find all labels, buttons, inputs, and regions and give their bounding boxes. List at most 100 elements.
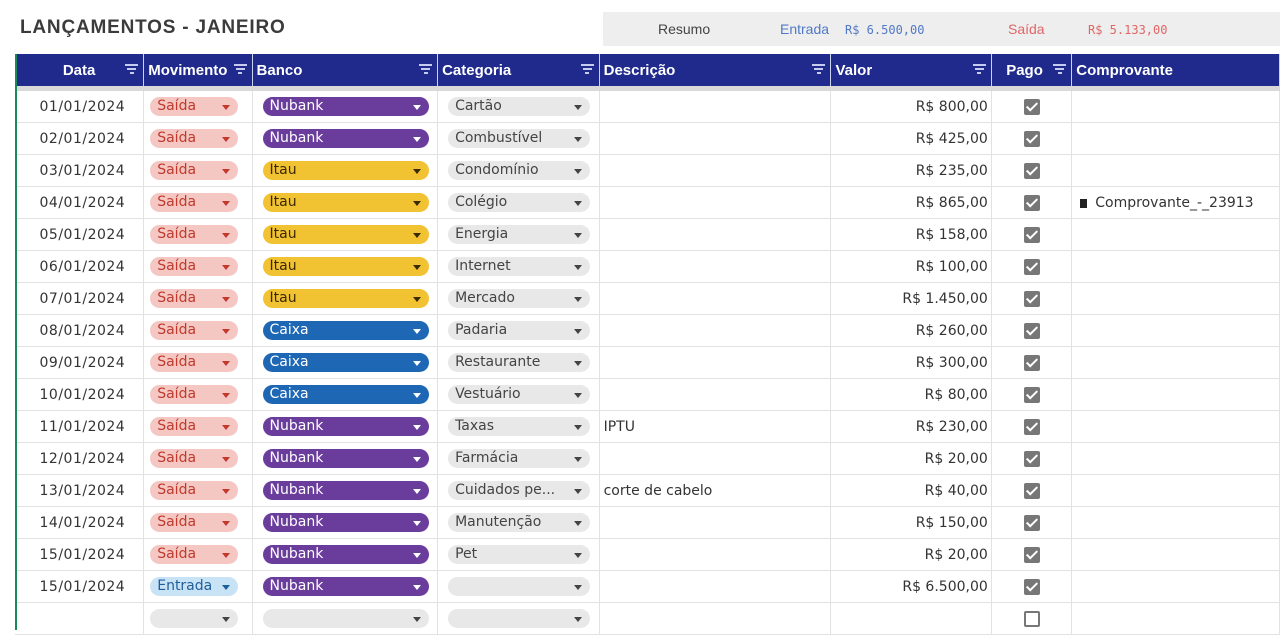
filter-icon[interactable] <box>580 64 594 76</box>
cell-valor[interactable]: R$ 300,00 <box>830 346 992 379</box>
cell-comprovante[interactable] <box>1071 314 1280 347</box>
movimento-dropdown[interactable]: Saída <box>150 545 239 564</box>
column-header-comprovante[interactable]: Comprovante <box>1071 54 1280 86</box>
cell-banco[interactable]: Itau <box>252 154 439 187</box>
cell-pago[interactable] <box>991 218 1073 251</box>
cell-descricao[interactable] <box>599 282 832 315</box>
categoria-dropdown[interactable]: Padaria <box>448 321 591 340</box>
categoria-dropdown[interactable] <box>448 577 591 596</box>
cell-valor[interactable]: R$ 6.500,00 <box>830 570 992 603</box>
banco-dropdown[interactable]: Caixa <box>262 385 429 404</box>
banco-dropdown[interactable]: Itau <box>262 225 429 244</box>
checked-checkbox[interactable] <box>1023 482 1040 499</box>
cell-descricao[interactable] <box>599 442 832 475</box>
cell-categoria[interactable] <box>437 570 600 603</box>
cell-comprovante[interactable] <box>1071 378 1280 411</box>
cell-pago[interactable] <box>991 506 1073 539</box>
cell-banco[interactable]: Caixa <box>252 346 439 379</box>
cell-banco[interactable]: Nubank <box>252 442 439 475</box>
movimento-dropdown[interactable]: Saída <box>150 417 239 436</box>
cell-banco[interactable]: Nubank <box>252 570 439 603</box>
cell-descricao[interactable] <box>599 314 832 347</box>
cell-pago[interactable] <box>991 410 1073 443</box>
checked-checkbox[interactable] <box>1023 130 1040 147</box>
movimento-dropdown[interactable]: Saída <box>150 225 239 244</box>
cell-movimento[interactable]: Entrada <box>143 570 253 603</box>
column-header-valor[interactable]: Valor <box>830 54 992 86</box>
movimento-dropdown[interactable]: Saída <box>150 321 239 340</box>
cell-categoria[interactable]: Mercado <box>437 282 600 315</box>
cell-data[interactable]: 14/01/2024 <box>15 506 145 539</box>
cell-pago[interactable] <box>991 250 1073 283</box>
cell-pago[interactable] <box>991 122 1073 155</box>
cell-comprovante[interactable] <box>1071 218 1280 251</box>
cell-banco[interactable]: Itau <box>252 250 439 283</box>
cell-valor[interactable]: R$ 865,00 <box>830 186 992 219</box>
checked-checkbox[interactable] <box>1023 98 1040 115</box>
cell-pago[interactable] <box>991 474 1073 507</box>
cell-descricao[interactable] <box>599 154 832 187</box>
movimento-dropdown[interactable]: Saída <box>150 481 239 500</box>
categoria-dropdown[interactable]: Condomínio <box>448 161 591 180</box>
cell-movimento[interactable]: Saída <box>143 91 253 123</box>
cell-data[interactable]: 15/01/2024 <box>15 538 145 571</box>
cell-movimento[interactable]: Saída <box>143 314 253 347</box>
cell-data[interactable]: 11/01/2024 <box>15 410 145 443</box>
cell-valor[interactable]: R$ 260,00 <box>830 314 992 347</box>
categoria-dropdown[interactable]: Internet <box>448 257 591 276</box>
checked-checkbox[interactable] <box>1023 354 1040 371</box>
cell-categoria[interactable]: Pet <box>437 538 600 571</box>
categoria-dropdown[interactable]: Mercado <box>448 289 591 308</box>
cell-movimento[interactable]: Saída <box>143 538 253 571</box>
movimento-dropdown[interactable]: Saída <box>150 129 239 148</box>
cell-pago[interactable] <box>991 154 1073 187</box>
cell-banco[interactable]: Nubank <box>252 122 439 155</box>
banco-dropdown[interactable]: Itau <box>262 161 429 180</box>
cell-comprovante[interactable] <box>1071 570 1280 603</box>
banco-dropdown[interactable] <box>262 609 429 628</box>
cell-valor[interactable]: R$ 20,00 <box>830 538 992 571</box>
cell-valor[interactable]: R$ 1.450,00 <box>830 282 992 315</box>
movimento-dropdown[interactable] <box>150 609 239 628</box>
cell-comprovante[interactable] <box>1071 346 1280 379</box>
cell-descricao[interactable]: corte de cabelo <box>599 474 832 507</box>
categoria-dropdown[interactable]: Manutenção <box>448 513 591 532</box>
categoria-dropdown[interactable]: Cuidados pe... <box>448 481 591 500</box>
cell-valor[interactable]: R$ 425,00 <box>830 122 992 155</box>
cell-data[interactable]: 01/01/2024 <box>15 91 145 123</box>
cell-descricao[interactable] <box>599 122 832 155</box>
cell-data[interactable]: 04/01/2024 <box>15 186 145 219</box>
banco-dropdown[interactable]: Caixa <box>262 353 429 372</box>
cell-valor[interactable]: R$ 230,00 <box>830 410 992 443</box>
banco-dropdown[interactable]: Caixa <box>262 321 429 340</box>
cell-data[interactable]: 09/01/2024 <box>15 346 145 379</box>
banco-dropdown[interactable]: Nubank <box>262 481 429 500</box>
cell-categoria[interactable]: Padaria <box>437 314 600 347</box>
cell-descricao[interactable] <box>599 186 832 219</box>
cell-pago[interactable] <box>991 538 1073 571</box>
cell-valor[interactable]: R$ 150,00 <box>830 506 992 539</box>
cell-categoria[interactable]: Energia <box>437 218 600 251</box>
cell-categoria[interactable]: Combustível <box>437 122 600 155</box>
cell-banco[interactable]: Nubank <box>252 91 439 123</box>
categoria-dropdown[interactable]: Farmácia <box>448 449 591 468</box>
banco-dropdown[interactable]: Nubank <box>262 97 429 116</box>
cell-comprovante[interactable] <box>1071 474 1280 507</box>
cell-data[interactable]: 03/01/2024 <box>15 154 145 187</box>
cell-pago[interactable] <box>991 186 1073 219</box>
column-header-pago[interactable]: Pago <box>991 54 1073 86</box>
cell-categoria[interactable]: Restaurante <box>437 346 600 379</box>
cell-pago[interactable] <box>991 346 1073 379</box>
movimento-dropdown[interactable]: Entrada <box>150 577 239 596</box>
checked-checkbox[interactable] <box>1023 194 1040 211</box>
cell-categoria[interactable]: Manutenção <box>437 506 600 539</box>
cell-descricao[interactable]: IPTU <box>599 410 832 443</box>
movimento-dropdown[interactable]: Saída <box>150 513 239 532</box>
categoria-dropdown[interactable] <box>448 609 591 628</box>
cell-comprovante[interactable] <box>1071 250 1280 283</box>
banco-dropdown[interactable]: Nubank <box>262 449 429 468</box>
cell-data[interactable]: 08/01/2024 <box>15 314 145 347</box>
cell-valor[interactable]: R$ 40,00 <box>830 474 992 507</box>
cell-banco[interactable]: Nubank <box>252 506 439 539</box>
checked-checkbox[interactable] <box>1023 418 1040 435</box>
